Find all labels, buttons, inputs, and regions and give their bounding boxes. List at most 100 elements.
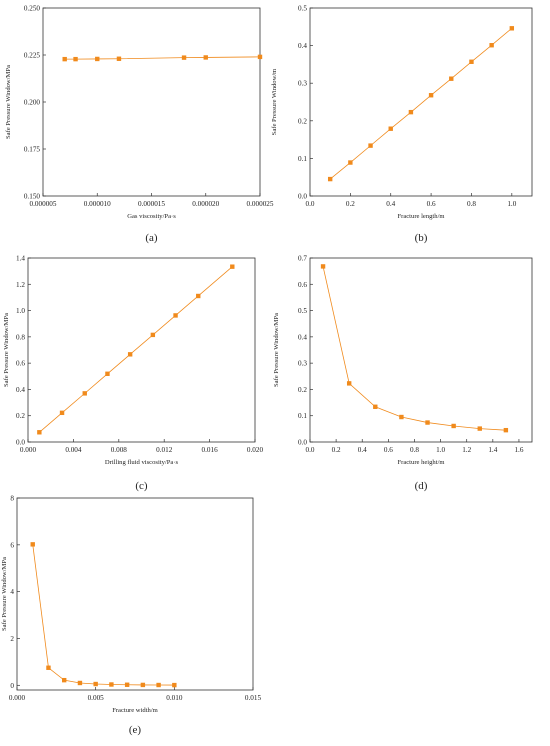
data-point xyxy=(203,55,208,60)
panel-label: (a) xyxy=(145,232,158,244)
panel-label: (b) xyxy=(415,232,428,244)
data-point xyxy=(348,160,353,165)
x-tick-label: 0.2 xyxy=(332,446,341,454)
data-point xyxy=(503,427,509,433)
x-tick-label: 0.008 xyxy=(111,446,128,454)
y-tick-label: 0.8 xyxy=(16,333,25,341)
x-tick-label: 0.000 xyxy=(9,694,26,702)
y-tick-label: 0.0 xyxy=(16,439,25,447)
y-tick-label: 0.6 xyxy=(16,360,25,368)
data-point xyxy=(449,76,454,81)
y-tick-label: 1.0 xyxy=(16,307,25,315)
y-tick-label: 2 xyxy=(10,635,14,643)
panel-label: (d) xyxy=(415,480,428,492)
panel-label: (c) xyxy=(135,480,148,492)
y-tick-label: 0.250 xyxy=(24,5,41,13)
plot-frame xyxy=(16,497,254,691)
data-point xyxy=(105,371,110,376)
plot-frame xyxy=(42,7,261,197)
data-point xyxy=(140,682,146,688)
y-tick-label: 4 xyxy=(10,588,14,596)
x-tick-label: 1.0 xyxy=(507,200,516,208)
data-point xyxy=(109,682,114,687)
data-point xyxy=(327,176,333,182)
data-point xyxy=(73,56,78,62)
data-point xyxy=(172,682,177,688)
data-point xyxy=(373,404,378,409)
y-tick-label: 0.4 xyxy=(16,386,25,394)
chart-panel-b: 0.0 0.2 0.4 0.6 0.8 1.0 0.0 0.1 0.2 0.3 0.4 0.5 Frac… xyxy=(271,5,533,244)
y-tick-label: 0.225 xyxy=(24,52,41,60)
data-point xyxy=(196,293,201,299)
data-point xyxy=(489,43,494,48)
x-tick-label: 0.4 xyxy=(386,200,395,208)
plot-frame xyxy=(27,257,256,443)
y-axis-title: Safe Pressure Window/MPa xyxy=(273,313,280,387)
chart-panel-a: 0.000005 0.000010 0.000015 0.000020 0.000025… xyxy=(5,5,274,245)
x-tick-label: 0.012 xyxy=(156,446,173,454)
y-tick-label: 8 xyxy=(10,495,14,503)
data-point xyxy=(320,264,326,269)
series-line xyxy=(32,544,175,686)
x-tick-label: 0.020 xyxy=(247,446,264,454)
data-point xyxy=(451,423,456,429)
x-tick-label: 1.2 xyxy=(462,446,471,454)
y-axis-title: Safe Pressure Window/MPa xyxy=(3,313,10,387)
data-point xyxy=(428,93,434,98)
y-tick-label: 0.3 xyxy=(298,80,307,88)
y-tick-label: 0.200 xyxy=(24,99,41,107)
x-tick-label: 0.016 xyxy=(202,446,219,454)
plot-frame xyxy=(309,257,533,443)
y-tick-label: 0.2 xyxy=(16,412,25,420)
data-point xyxy=(408,109,414,115)
data-point xyxy=(37,430,42,435)
x-tick-label: 0.000025 xyxy=(247,200,274,208)
y-axis-title: Safe Pressure Window/m xyxy=(271,68,278,136)
x-tick-label: 0.015 xyxy=(245,694,262,702)
data-point xyxy=(93,681,98,687)
data-point xyxy=(127,352,133,357)
x-tick-label: 0.000 xyxy=(20,446,37,454)
data-point xyxy=(368,143,373,148)
x-tick-label: 0.0 xyxy=(306,446,315,454)
data-point xyxy=(62,677,67,683)
series-line xyxy=(39,266,233,433)
series-line xyxy=(329,27,513,180)
x-tick-label: 0.005 xyxy=(88,694,105,702)
data-point xyxy=(82,391,87,396)
data-point xyxy=(230,264,235,269)
x-tick-label: 0.000010 xyxy=(84,200,111,208)
y-tick-label: 6 xyxy=(10,541,14,549)
y-tick-label: 0.2 xyxy=(298,386,307,394)
x-tick-label: 0.8 xyxy=(467,200,476,208)
x-tick-label: 0.000005 xyxy=(30,200,57,208)
data-point xyxy=(346,381,352,386)
x-axis-title: Drilling fluid viscosity/Pa·s xyxy=(105,459,179,466)
y-tick-label: 0.0 xyxy=(298,193,307,201)
y-tick-label: 0.4 xyxy=(298,42,307,50)
data-point xyxy=(95,56,100,62)
plot-frame xyxy=(309,7,533,197)
data-point xyxy=(425,420,430,425)
chart-panel-c: 0.000 0.004 0.008 0.012 0.016 0.020 0.0 0.2 0.4 0… xyxy=(3,255,263,493)
x-tick-label: 0.000020 xyxy=(192,200,219,208)
y-tick-label: 0.2 xyxy=(298,117,307,125)
y-tick-label: 0.7 xyxy=(298,255,307,263)
data-point xyxy=(477,426,482,431)
chart-panel-e: 0.000 0.005 0.010 0.015 0 2 4 6 8 Fracture width/… xyxy=(1,495,261,737)
x-axis-title: Fracture length/m xyxy=(397,213,445,220)
x-axis-title: Gas viscosity/Pa·s xyxy=(127,213,176,220)
series-line xyxy=(64,56,261,60)
x-tick-label: 0.6 xyxy=(427,200,436,208)
y-tick-label: 1.4 xyxy=(16,255,25,263)
y-tick-label: 1.2 xyxy=(16,281,25,289)
data-point xyxy=(181,55,187,60)
data-point xyxy=(46,665,51,670)
data-point xyxy=(124,682,130,687)
x-tick-label: 0.6 xyxy=(384,446,393,454)
y-tick-label: 0 xyxy=(10,682,14,690)
x-tick-label: 0.2 xyxy=(346,200,355,208)
y-tick-label: 0.6 xyxy=(298,281,307,289)
